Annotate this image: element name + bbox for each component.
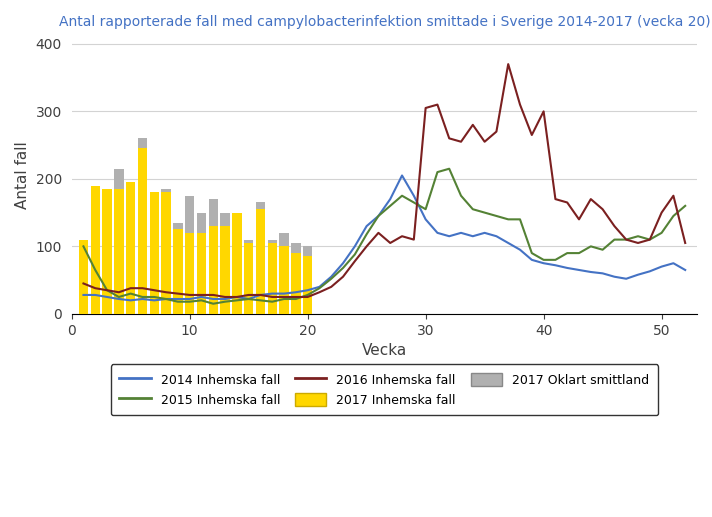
Bar bbox=[220, 212, 230, 314]
Bar bbox=[197, 212, 206, 314]
Bar bbox=[220, 226, 230, 314]
Legend: 2014 Inhemska fall, 2015 Inhemska fall, 2016 Inhemska fall, 2017 Inhemska fall, : 2014 Inhemska fall, 2015 Inhemska fall, … bbox=[110, 364, 658, 415]
Bar bbox=[279, 246, 289, 314]
Bar bbox=[114, 169, 124, 314]
Bar bbox=[173, 230, 182, 314]
Bar bbox=[291, 253, 300, 314]
Bar bbox=[162, 189, 171, 314]
Bar bbox=[126, 182, 135, 314]
X-axis label: Vecka: Vecka bbox=[362, 343, 407, 358]
Bar bbox=[209, 226, 218, 314]
Bar bbox=[162, 192, 171, 314]
Bar bbox=[303, 256, 313, 314]
Bar bbox=[173, 223, 182, 314]
Bar bbox=[197, 233, 206, 314]
Bar bbox=[232, 216, 241, 314]
Bar bbox=[137, 148, 147, 314]
Bar bbox=[185, 233, 194, 314]
Bar bbox=[244, 239, 253, 314]
Y-axis label: Antal fall: Antal fall bbox=[15, 142, 30, 209]
Bar bbox=[209, 199, 218, 314]
Bar bbox=[79, 239, 88, 314]
Bar bbox=[291, 243, 300, 314]
Bar bbox=[90, 186, 100, 314]
Bar bbox=[150, 192, 159, 314]
Bar bbox=[114, 189, 124, 314]
Title: Antal rapporterade fall med campylobacterinfektion smittade i Sverige 2014-2017 : Antal rapporterade fall med campylobacte… bbox=[58, 15, 710, 29]
Bar bbox=[256, 209, 265, 314]
Bar bbox=[256, 203, 265, 314]
Bar bbox=[150, 192, 159, 314]
Bar bbox=[185, 196, 194, 314]
Bar bbox=[103, 189, 112, 314]
Bar bbox=[232, 212, 241, 314]
Bar bbox=[137, 139, 147, 314]
Bar bbox=[303, 246, 313, 314]
Bar bbox=[268, 243, 277, 314]
Bar bbox=[244, 243, 253, 314]
Bar bbox=[279, 233, 289, 314]
Bar bbox=[268, 239, 277, 314]
